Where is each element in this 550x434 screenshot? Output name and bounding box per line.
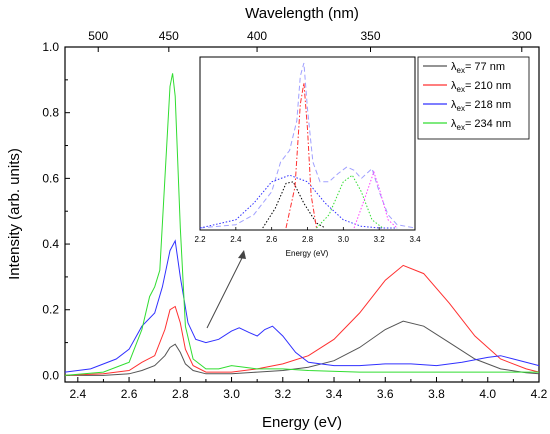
x-tick-label: 3.8 [428, 387, 445, 401]
main-axis-ticks: 2.4 2.6 2.8 3.0 3.2 3.4 3.6 3.8 4.0 4.2 0.0 0.2 0.4 0… [42, 29, 547, 401]
inset-series-group [199, 62, 416, 229]
series-line-2 [64, 239, 540, 373]
top-tick-label: 450 [159, 29, 179, 43]
inset-x-tick-label: 3.4 [409, 235, 421, 244]
inset-x-tick-label: 3.2 [374, 235, 386, 244]
legend: λex= 77 nm λex= 210 nm λex= 218 nm λex= 234… [417, 56, 530, 140]
y-tick-label: 0.4 [42, 237, 59, 251]
y-tick-label: 0.6 [42, 171, 59, 185]
x-tick-label: 2.4 [69, 387, 86, 401]
inset-x-tick-label: 3.0 [338, 235, 350, 244]
y-tick-label: 0.0 [42, 368, 59, 382]
top-axis-title: Wavelength (nm) [245, 5, 359, 22]
inset-plot: 2.2 2.4 2.6 2.8 3.0 3.2 3.4 Energy (eV) [194, 56, 421, 258]
x-tick-label: 2.8 [172, 387, 189, 401]
inset-series-line-3 [285, 82, 317, 229]
inset-x-tick-label: 2.6 [266, 235, 278, 244]
top-tick-label: 300 [512, 29, 532, 43]
y-tick-label: 0.8 [42, 106, 59, 120]
y-axis-title: Intensity (arb. units) [6, 148, 23, 280]
legend-entry: λex= 234 nm [451, 118, 511, 132]
top-tick-label: 400 [247, 29, 267, 43]
x-tick-label: 3.4 [326, 387, 343, 401]
legend-box [417, 56, 530, 140]
inset-x-axis-title: Energy (eV) [286, 249, 329, 258]
inset-axis-ticks: 2.2 2.4 2.6 2.8 3.0 3.2 3.4 [194, 227, 421, 244]
x-tick-label: 3.0 [223, 387, 240, 401]
inset-pointer-arrow [206, 250, 246, 329]
inset-series-line-0 [199, 62, 416, 229]
inset-x-tick-label: 2.2 [194, 235, 206, 244]
series-line-1 [64, 264, 540, 376]
x-axis-title: Energy (eV) [262, 414, 342, 431]
y-tick-label: 0.2 [42, 303, 59, 317]
main-series-group [64, 73, 540, 376]
inset-x-tick-label: 2.4 [230, 235, 242, 244]
x-tick-label: 3.2 [274, 387, 291, 401]
inset-x-tick-label: 2.8 [302, 235, 314, 244]
inset-series-line-2 [262, 181, 326, 229]
x-tick-label: 4.2 [531, 387, 548, 401]
x-tick-label: 4.0 [479, 387, 496, 401]
x-tick-label: 2.6 [121, 387, 138, 401]
legend-entry: λex= 218 nm [451, 99, 511, 113]
inset-frame [199, 56, 416, 231]
top-tick-label: 500 [88, 29, 108, 43]
legend-entry: λex= 77 nm [451, 61, 505, 75]
inset-series-line-1 [199, 174, 398, 229]
legend-entry: λex= 210 nm [451, 80, 511, 94]
x-tick-label: 3.6 [377, 387, 394, 401]
series-line-3 [64, 73, 539, 376]
series-line-0 [65, 320, 540, 376]
y-tick-label: 1.0 [42, 40, 59, 54]
top-tick-label: 350 [360, 29, 380, 43]
